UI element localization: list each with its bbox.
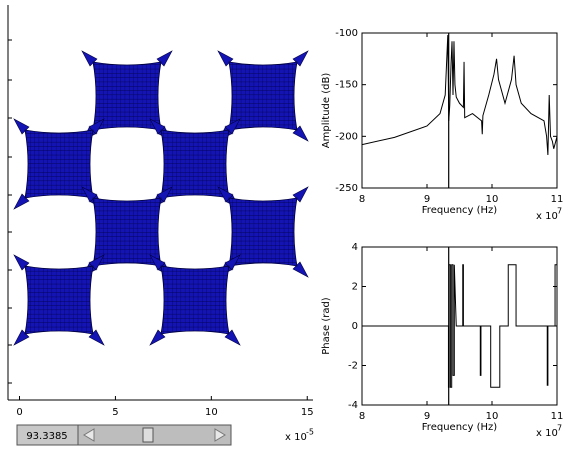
x-tick-label: 11	[551, 411, 563, 422]
axes-box	[361, 32, 558, 189]
response-line	[362, 264, 557, 388]
exponent-base: x 10	[536, 211, 558, 222]
x-tick-label: 5	[112, 407, 118, 418]
x-axis-label: Frequency (Hz)	[422, 205, 498, 216]
x-axis-label: Frequency (Hz)	[422, 422, 498, 433]
plot-area	[362, 247, 557, 405]
slider-right-arrow[interactable]	[214, 428, 226, 442]
exponent-base: x 10	[536, 428, 558, 439]
mesh-square	[24, 265, 94, 335]
x-tick-label: 8	[359, 194, 365, 205]
y-tick-label: 4	[352, 242, 358, 253]
y-axis-label: Amplitude (dB)	[321, 73, 332, 149]
exponent-base: x 10	[285, 432, 307, 443]
mesh-square	[160, 265, 230, 335]
slider-control[interactable]: 93.3385	[16, 424, 232, 446]
x-tick-label: 15	[301, 407, 314, 418]
y-tick-label: -250	[335, 183, 358, 194]
x-tick-label: 9	[424, 194, 430, 205]
y-tick-label: -150	[335, 80, 358, 91]
slider-thumb[interactable]	[142, 427, 154, 443]
exponent: 7	[557, 207, 562, 216]
plot-area	[362, 33, 557, 188]
x-tick-label: 8	[359, 411, 365, 422]
y-tick-label: -100	[335, 28, 358, 39]
mesh-square	[228, 197, 298, 267]
x-tick-label: 0	[16, 407, 22, 418]
y-tick-label: -200	[335, 131, 358, 142]
slider-track[interactable]	[77, 424, 232, 446]
x-tick-label: 11	[551, 194, 563, 205]
mesh-axes: 0 5 10 15	[7, 5, 314, 418]
exponent: 7	[557, 424, 562, 433]
edit-text: 93.3385	[26, 431, 67, 442]
x-tick-label: 10	[205, 407, 218, 418]
x-tick-label: 10	[486, 411, 499, 422]
y-tick-label: -2	[348, 361, 358, 372]
mesh-square	[228, 61, 298, 131]
y-axis-label: Phase (rad)	[321, 297, 332, 355]
y-tick-label: 2	[352, 282, 358, 293]
exponent: -5	[306, 428, 314, 437]
slider-left-arrow[interactable]	[83, 428, 95, 442]
response-line	[362, 35, 557, 155]
y-tick-label: -4	[348, 400, 358, 411]
y-tick-label: 0	[352, 321, 358, 332]
x-tick-label: 9	[424, 411, 430, 422]
x-tick-label: 10	[486, 194, 499, 205]
